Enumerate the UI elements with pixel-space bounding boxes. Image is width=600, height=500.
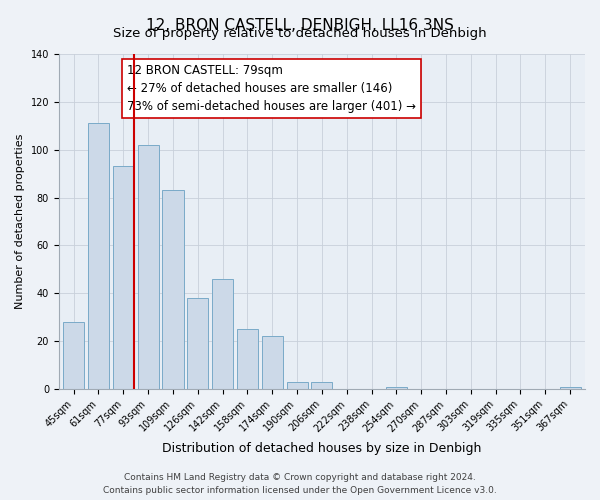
Bar <box>560 386 581 389</box>
Bar <box>113 166 134 389</box>
Bar <box>262 336 283 389</box>
Bar <box>163 190 184 389</box>
Text: Size of property relative to detached houses in Denbigh: Size of property relative to detached ho… <box>113 28 487 40</box>
Text: 12, BRON CASTELL, DENBIGH, LL16 3NS: 12, BRON CASTELL, DENBIGH, LL16 3NS <box>146 18 454 32</box>
X-axis label: Distribution of detached houses by size in Denbigh: Distribution of detached houses by size … <box>162 442 482 455</box>
Bar <box>287 382 308 389</box>
Bar <box>187 298 208 389</box>
Bar <box>386 386 407 389</box>
Text: 12 BRON CASTELL: 79sqm
← 27% of detached houses are smaller (146)
73% of semi-de: 12 BRON CASTELL: 79sqm ← 27% of detached… <box>127 64 416 113</box>
Y-axis label: Number of detached properties: Number of detached properties <box>15 134 25 309</box>
Text: Contains HM Land Registry data © Crown copyright and database right 2024.
Contai: Contains HM Land Registry data © Crown c… <box>103 474 497 495</box>
Bar <box>63 322 84 389</box>
Bar <box>237 329 258 389</box>
Bar <box>137 145 158 389</box>
Bar <box>88 124 109 389</box>
Bar <box>212 279 233 389</box>
Bar <box>311 382 332 389</box>
